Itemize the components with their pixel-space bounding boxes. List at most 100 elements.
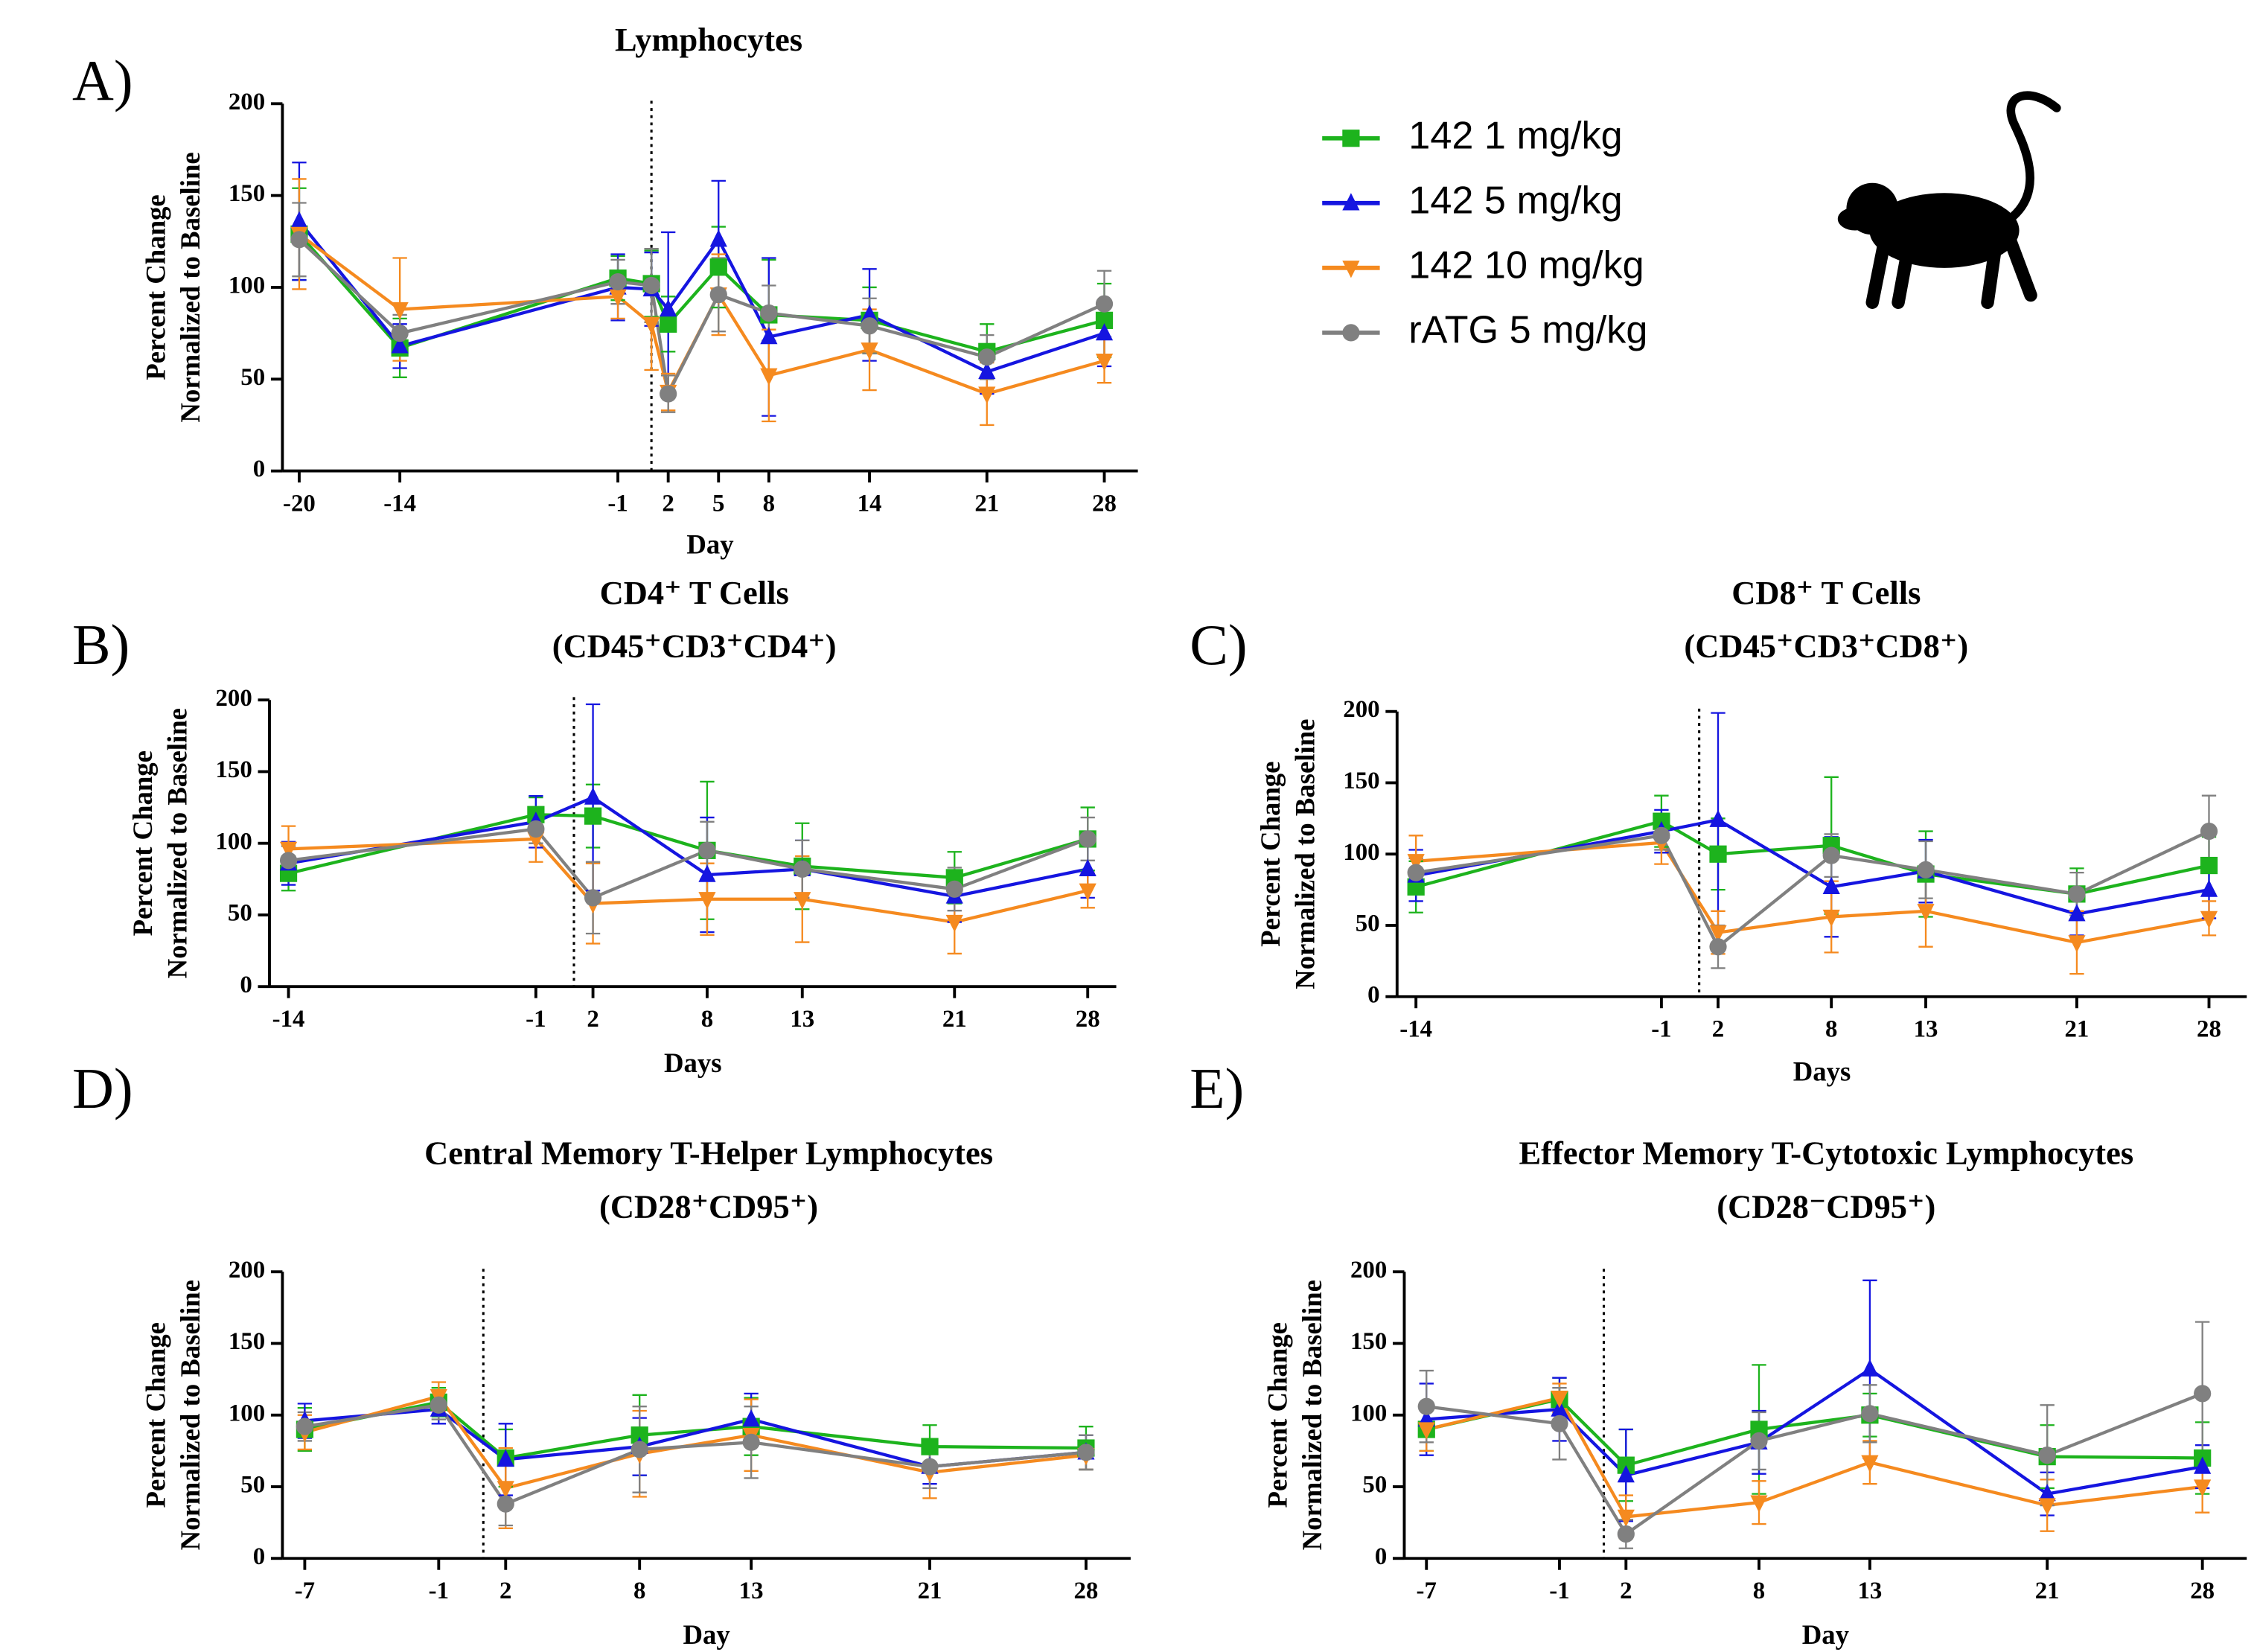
y-tick-label: 100 [1343, 839, 1379, 866]
marker [1617, 1465, 1635, 1483]
x-tick-label: 14 [858, 491, 882, 517]
series-line [1426, 1367, 2203, 1496]
x-tick-label: -20 [283, 491, 316, 517]
marker [742, 1433, 760, 1451]
marker [1822, 846, 1840, 864]
marker [794, 892, 811, 910]
x-tick-label: 28 [2197, 1016, 2221, 1043]
series-line [304, 1403, 1087, 1506]
marker [978, 348, 996, 366]
marker [1095, 323, 1114, 341]
marker [760, 368, 778, 386]
series-line [298, 238, 1105, 399]
marker [1653, 826, 1670, 844]
marker [742, 1409, 760, 1427]
marker [709, 229, 727, 247]
marker [391, 336, 409, 354]
marker [2194, 1479, 2212, 1497]
x-tick-label: 8 [1753, 1578, 1765, 1604]
marker [1551, 1390, 1568, 1409]
marker [1617, 1525, 1635, 1543]
y-axis-label: Normalized to Baseline [175, 152, 205, 422]
marker [660, 315, 677, 333]
marker [978, 386, 996, 404]
x-tick-label: 2 [587, 1006, 598, 1033]
x-tick-label: -7 [295, 1578, 315, 1604]
y-axis-label: Percent Change [127, 750, 158, 936]
marker [760, 304, 778, 322]
y-tick-label: 50 [1362, 1472, 1387, 1499]
marker [945, 880, 963, 898]
marker [430, 1396, 447, 1414]
marker [861, 304, 878, 322]
y-tick-label: 0 [253, 1543, 265, 1570]
marker [1917, 904, 1935, 922]
chart-title: (CD45⁺CD3⁺CD4⁺) [552, 628, 837, 665]
marker [642, 316, 660, 334]
y-tick-label: 100 [215, 828, 252, 855]
marker [1077, 1444, 1095, 1461]
marker [391, 302, 409, 320]
marker [1079, 858, 1096, 877]
x-tick-label: 21 [918, 1578, 942, 1604]
y-tick-label: 150 [215, 756, 252, 783]
x-tick-label: -14 [383, 491, 416, 517]
marker [1822, 876, 1840, 894]
x-tick-label: -14 [1399, 1016, 1432, 1043]
x-axis-label: Day [1802, 1619, 1850, 1650]
marker [945, 914, 963, 933]
marker [296, 1417, 314, 1435]
series-line [298, 233, 1105, 354]
marker [1861, 1405, 1879, 1423]
marker [609, 272, 627, 291]
x-tick-label: 13 [790, 1006, 814, 1033]
marker [1342, 193, 1360, 211]
chart-title: (CD28⁻CD95⁺) [1717, 1187, 1935, 1225]
x-tick-label: 21 [2065, 1016, 2090, 1043]
x-tick-label: 2 [499, 1578, 511, 1604]
marker [1342, 130, 1360, 147]
marker [2200, 910, 2218, 928]
marker [1551, 1415, 1568, 1432]
y-axis-label: Normalized to Baseline [1289, 719, 1320, 989]
marker [794, 860, 811, 878]
y-axis-label: Percent Change [1255, 762, 1286, 947]
marker [1095, 311, 1114, 329]
marker [290, 211, 308, 229]
y-axis-label: Normalized to Baseline [175, 1280, 205, 1550]
marker [1079, 883, 1096, 901]
marker [1095, 295, 1114, 313]
marker [1709, 845, 1727, 863]
x-tick-label: -1 [526, 1006, 546, 1033]
y-tick-label: 150 [1350, 1328, 1387, 1355]
x-tick-label: 28 [2190, 1578, 2215, 1604]
y-tick-label: 200 [1350, 1257, 1387, 1283]
x-tick-label: 13 [1857, 1578, 1882, 1604]
legend-label: rATG 5 mg/kg [1408, 309, 1647, 352]
x-tick-label: 8 [701, 1006, 713, 1033]
marker [2038, 1447, 2056, 1464]
x-tick-label: -1 [1651, 1016, 1671, 1043]
x-tick-label: 8 [763, 491, 775, 517]
marker [1750, 1495, 1768, 1513]
chart-title: Effector Memory T-Cytotoxic Lymphocytes [1519, 1135, 2133, 1172]
x-tick-label: 21 [942, 1006, 967, 1033]
y-tick-label: 200 [229, 1257, 265, 1283]
panel-label: A) [72, 48, 133, 112]
marker [527, 820, 545, 838]
series-line [1415, 818, 2209, 916]
marker [1407, 864, 1425, 881]
y-tick-label: 0 [1367, 981, 1379, 1008]
marker [1095, 353, 1114, 371]
y-tick-label: 150 [229, 1328, 265, 1355]
marker [1079, 830, 1096, 848]
y-tick-label: 150 [1343, 768, 1379, 794]
marker [2068, 904, 2086, 922]
y-tick-label: 50 [240, 364, 265, 391]
x-tick-label: 2 [1712, 1016, 1724, 1043]
series-line [1415, 819, 2209, 896]
marker [698, 841, 716, 859]
x-tick-label: -14 [272, 1006, 305, 1033]
marker [631, 1426, 648, 1444]
